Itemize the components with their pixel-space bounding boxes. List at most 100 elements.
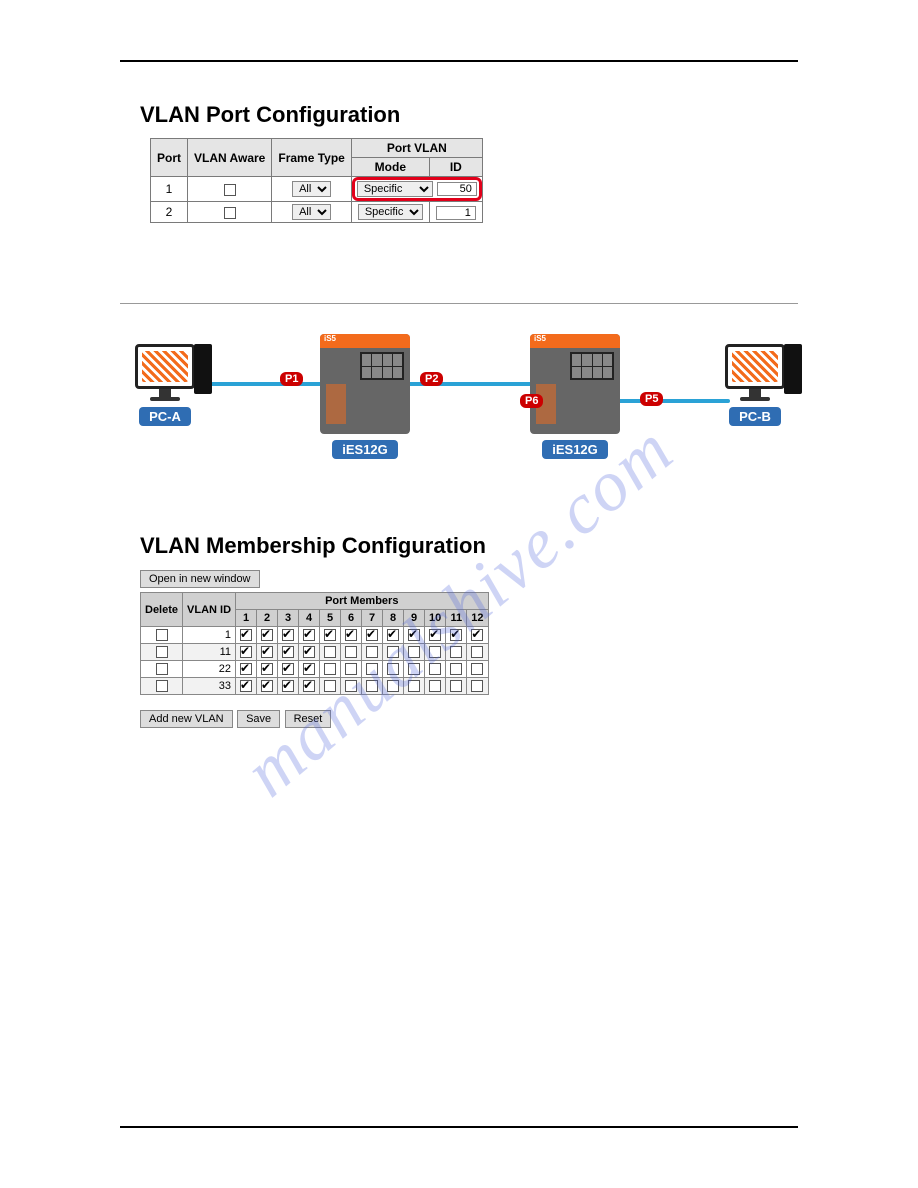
member-checkbox[interactable] — [261, 629, 273, 641]
open-window-button[interactable]: Open in new window — [140, 570, 260, 588]
member-checkbox[interactable] — [450, 663, 462, 675]
member-checkbox[interactable] — [240, 646, 252, 658]
member-checkbox[interactable] — [387, 680, 399, 692]
vlan-port-title: VLAN Port Configuration — [140, 102, 798, 128]
th-port-11: 11 — [446, 610, 467, 627]
id-input[interactable]: 1 — [436, 206, 476, 220]
member-checkbox[interactable] — [261, 663, 273, 675]
vlan-id-cell: 33 — [183, 678, 236, 695]
member-checkbox[interactable] — [324, 646, 336, 658]
mode-select[interactable]: Specific — [358, 204, 423, 220]
member-checkbox[interactable] — [366, 629, 378, 641]
delete-checkbox[interactable] — [156, 646, 168, 658]
th-mode: Mode — [351, 158, 429, 177]
vlan-port-table: Port VLAN Aware Frame Type Port VLAN Mod… — [150, 138, 483, 223]
table-row: 22 — [141, 661, 489, 678]
member-checkbox[interactable] — [282, 680, 294, 692]
id-input[interactable]: 50 — [437, 182, 477, 196]
member-checkbox[interactable] — [450, 646, 462, 658]
th-port-4: 4 — [299, 610, 320, 627]
member-checkbox[interactable] — [408, 680, 420, 692]
th-port-5: 5 — [320, 610, 341, 627]
member-checkbox[interactable] — [282, 629, 294, 641]
switch-1: iS5 iES12G — [310, 334, 420, 459]
frame-select[interactable]: All — [292, 204, 331, 220]
member-checkbox[interactable] — [408, 646, 420, 658]
member-checkbox[interactable] — [450, 680, 462, 692]
port-label: P6 — [520, 394, 543, 408]
reset-button[interactable]: Reset — [285, 710, 332, 728]
vlan-membership-table: Delete VLAN ID Port Members 123456789101… — [140, 592, 489, 695]
port-label: P1 — [280, 372, 303, 386]
member-checkbox[interactable] — [387, 663, 399, 675]
th-port-7: 7 — [362, 610, 383, 627]
bottom-rule — [120, 1126, 798, 1128]
member-checkbox[interactable] — [387, 629, 399, 641]
th-delete: Delete — [141, 593, 183, 627]
th-vlanid: VLAN ID — [183, 593, 236, 627]
member-checkbox[interactable] — [345, 646, 357, 658]
member-checkbox[interactable] — [345, 629, 357, 641]
member-checkbox[interactable] — [408, 629, 420, 641]
member-checkbox[interactable] — [345, 663, 357, 675]
th-port-2: 2 — [257, 610, 278, 627]
member-checkbox[interactable] — [366, 663, 378, 675]
member-checkbox[interactable] — [366, 646, 378, 658]
member-checkbox[interactable] — [450, 629, 462, 641]
member-checkbox[interactable] — [408, 663, 420, 675]
member-checkbox[interactable] — [303, 680, 315, 692]
pc-a: PC-A — [120, 344, 210, 426]
th-port-6: 6 — [341, 610, 362, 627]
member-checkbox[interactable] — [240, 680, 252, 692]
member-checkbox[interactable] — [429, 680, 441, 692]
member-checkbox[interactable] — [387, 646, 399, 658]
member-checkbox[interactable] — [240, 663, 252, 675]
member-checkbox[interactable] — [324, 629, 336, 641]
member-checkbox[interactable] — [261, 680, 273, 692]
save-button[interactable]: Save — [237, 710, 280, 728]
member-checkbox[interactable] — [282, 663, 294, 675]
port-label: P2 — [420, 372, 443, 386]
th-pvlan: Port VLAN — [351, 139, 482, 158]
vlan-id-cell: 1 — [183, 627, 236, 644]
th-port: Port — [151, 139, 188, 177]
table-row: 11 — [141, 644, 489, 661]
port-label: P5 — [640, 392, 663, 406]
member-checkbox[interactable] — [429, 663, 441, 675]
delete-checkbox[interactable] — [156, 663, 168, 675]
th-port-12: 12 — [467, 610, 488, 627]
member-checkbox[interactable] — [303, 646, 315, 658]
member-checkbox[interactable] — [303, 629, 315, 641]
member-checkbox[interactable] — [471, 663, 483, 675]
th-frame: Frame Type — [272, 139, 351, 177]
member-checkbox[interactable] — [429, 629, 441, 641]
delete-checkbox[interactable] — [156, 680, 168, 692]
th-port-9: 9 — [404, 610, 425, 627]
member-checkbox[interactable] — [471, 680, 483, 692]
member-checkbox[interactable] — [471, 646, 483, 658]
th-aware: VLAN Aware — [188, 139, 272, 177]
mode-select[interactable]: Specific — [357, 181, 433, 197]
table-row: 1 — [141, 627, 489, 644]
member-checkbox[interactable] — [471, 629, 483, 641]
member-checkbox[interactable] — [261, 646, 273, 658]
frame-select[interactable]: All — [292, 181, 331, 197]
member-checkbox[interactable] — [303, 663, 315, 675]
member-checkbox[interactable] — [429, 646, 441, 658]
vlan-membership-title: VLAN Membership Configuration — [140, 533, 798, 559]
member-checkbox[interactable] — [345, 680, 357, 692]
member-checkbox[interactable] — [324, 680, 336, 692]
vlan-id-cell: 11 — [183, 644, 236, 661]
aware-checkbox[interactable] — [224, 207, 236, 219]
aware-checkbox[interactable] — [224, 184, 236, 196]
member-checkbox[interactable] — [240, 629, 252, 641]
highlight-row: Specific 50 — [352, 177, 482, 201]
member-checkbox[interactable] — [282, 646, 294, 658]
member-checkbox[interactable] — [366, 680, 378, 692]
member-checkbox[interactable] — [324, 663, 336, 675]
add-vlan-button[interactable]: Add new VLAN — [140, 710, 233, 728]
table-row: 33 — [141, 678, 489, 695]
th-port-members: Port Members — [236, 593, 489, 610]
delete-checkbox[interactable] — [156, 629, 168, 641]
top-rule — [120, 60, 798, 62]
